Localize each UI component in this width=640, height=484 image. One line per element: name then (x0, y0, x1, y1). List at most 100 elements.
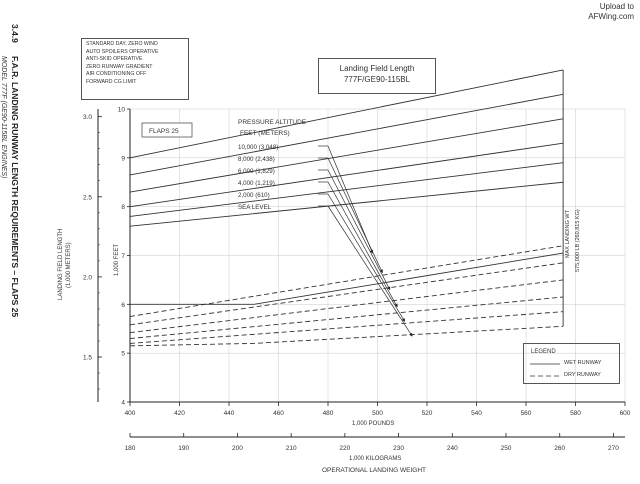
pressure-altitude-label: 8,000 (2,438) (238, 156, 275, 163)
wet-runway-line (129, 118, 564, 193)
y-tick-label: 5 (121, 351, 125, 358)
condition-item: AUTO SPOILERS OPERATIVE (86, 48, 159, 55)
y2-tick-label: 1.5 (83, 355, 92, 362)
side-main-title: F.A.R. LANDING RUNWAY LENGTH REQUIREMENT… (10, 56, 20, 317)
legend-item-dry: DRY RUNWAY (530, 372, 616, 380)
x-tick-label: 480 (323, 410, 334, 417)
chart-title-box: Landing Field Length 777F/GE90-115BL (318, 58, 436, 94)
guide-arrow (327, 205, 413, 337)
chart-subtitle: 777F/GE90-115BL (343, 75, 411, 84)
condition-item: FORWARD CG LIMIT (86, 78, 137, 85)
pressure-altitude-labels: 10,000 (3,048) 8,000 (2,438) 6,000 (1,829)… (238, 144, 278, 211)
x-tick-label: 520 (422, 410, 433, 417)
dry-runway-line (129, 325, 564, 347)
y-tick-label: 7 (121, 253, 125, 260)
y-tick-label: 9 (121, 155, 125, 162)
x2-tick-label: 260 (554, 445, 565, 452)
y-axis-label-outer-units: (1,000 METERS) (66, 242, 72, 288)
wet-runway-envelope (130, 252, 564, 305)
y-tick-label: 8 (121, 204, 125, 211)
x-axis-label-weight: OPERATIONAL LANDING WEIGHT (322, 467, 426, 474)
guide-arrow (327, 169, 391, 291)
condition-item: ANTI-SKID OPERATIVE (86, 56, 143, 63)
wet-runway-line (129, 93, 564, 176)
y2-tick-label: 2.5 (83, 194, 92, 201)
x-tick-label: 500 (372, 410, 383, 417)
y-tick-label: 6 (121, 302, 125, 309)
x-axis-label-kilograms: 1,000 KILOGRAMS (349, 456, 401, 462)
y-tick-label: 10 (118, 107, 126, 114)
pressure-altitude-units: FEET (METERS) (240, 130, 290, 137)
condition-item: ZERO RUNWAY GRADIENT (86, 63, 153, 70)
flaps-label: FLAPS 25 (149, 128, 179, 135)
x-axis-label-pounds: 1,000 POUNDS (352, 421, 394, 427)
x2-tick-label: 200 (232, 445, 243, 452)
x2-tick-label: 220 (339, 445, 350, 452)
y-tick-label: 4 (121, 400, 125, 407)
y-axis-label-feet: 1,000 FEET (114, 244, 120, 276)
watermark-line-1: Upload to (599, 2, 634, 11)
dry-runway-line (129, 311, 564, 344)
condition-item: STANDARD DAY, ZERO WIND (86, 41, 158, 47)
section-number: 3.4.9 (10, 24, 20, 43)
x-tick-label: 600 (620, 410, 631, 417)
x2-tick-label: 210 (286, 445, 297, 452)
dry-runway-line (129, 296, 564, 339)
tick-labels: 400 420 440 460 480 500 520 540 560 580 600 180 190 2… (83, 107, 631, 453)
legend-title: LEGEND (531, 349, 556, 355)
guide-arrows (318, 145, 413, 337)
x2-tick-label: 230 (393, 445, 404, 452)
x-tick-label: 540 (471, 410, 482, 417)
side-title-svg: 3.4.9 F.A.R. LANDING RUNWAY LENGTH REQUI… (0, 24, 20, 317)
wet-runway-line (129, 69, 564, 159)
legend-wet-swatch (530, 363, 560, 365)
chart-title: Landing Field Length (339, 64, 415, 73)
x2-tick-label: 250 (501, 445, 512, 452)
x2-tick-label: 240 (447, 445, 458, 452)
x2-tick-label: 190 (178, 445, 189, 452)
condition-item: AIR CONDITIONING OFF (86, 71, 147, 78)
pressure-altitude-label: 10,000 (3,048) (238, 144, 278, 151)
legend-item-wet: WET RUNWAY (530, 360, 616, 368)
y2-tick-label: 3.0 (83, 114, 92, 121)
wet-runway-line (129, 162, 564, 217)
x-tick-label: 420 (174, 410, 185, 417)
x-tick-label: 580 (570, 410, 581, 417)
max-landing-wt-value: 575,000 LB (260,815 KG) (575, 209, 581, 272)
pressure-altitude-label: SEA LEVEL (238, 204, 272, 211)
dry-runway-line (129, 279, 564, 334)
x-tick-label: 460 (273, 410, 284, 417)
side-subtitle: MODEL 777F (GE90-115BL ENGINES) (0, 56, 7, 178)
wet-runway-line (129, 181, 564, 227)
guide-arrow (327, 145, 374, 254)
dry-runway-line (129, 245, 564, 317)
legend-wet-label: WET RUNWAY (564, 360, 602, 366)
x-tick-label: 560 (521, 410, 532, 417)
guide-arrow (327, 157, 383, 274)
guide-arrow (327, 181, 398, 308)
watermark: Upload to AFWing.com (588, 2, 634, 22)
x2-tick-label: 180 (125, 445, 136, 452)
legend-dry-swatch (530, 375, 560, 377)
y-axis-label-outer: LANDING FIELD LENGTH (58, 229, 64, 300)
y2-tick-label: 2.0 (83, 274, 92, 281)
wet-runway-line (129, 142, 564, 208)
legend: LEGEND WET RUNWAY DRY RUNWAY (523, 343, 620, 384)
watermark-line-2: AFWing.com (588, 12, 634, 21)
flaps-label-box (141, 122, 193, 138)
series-lines (129, 69, 564, 347)
pressure-altitude-label: 2,000 (610) (238, 192, 270, 199)
pressure-altitude-label: 4,000 (1,219) (238, 180, 275, 187)
x-tick-label: 400 (125, 410, 136, 417)
x-tick-label: 440 (224, 410, 235, 417)
x2-tick-label: 270 (608, 445, 619, 452)
pressure-altitude-header: PRESSURE ALTITUDE (238, 119, 307, 126)
legend-dry-label: DRY RUNWAY (564, 372, 601, 378)
pressure-altitude-label: 6,000 (1,829) (238, 168, 275, 175)
guide-arrow (327, 193, 406, 322)
conditions-box: STANDARD DAY, ZERO WIND AUTO SPOILERS OP… (81, 38, 189, 100)
max-landing-wt-label: MAX LANDING WT (565, 209, 571, 258)
dry-runway-line (129, 262, 564, 326)
axes (97, 108, 626, 438)
